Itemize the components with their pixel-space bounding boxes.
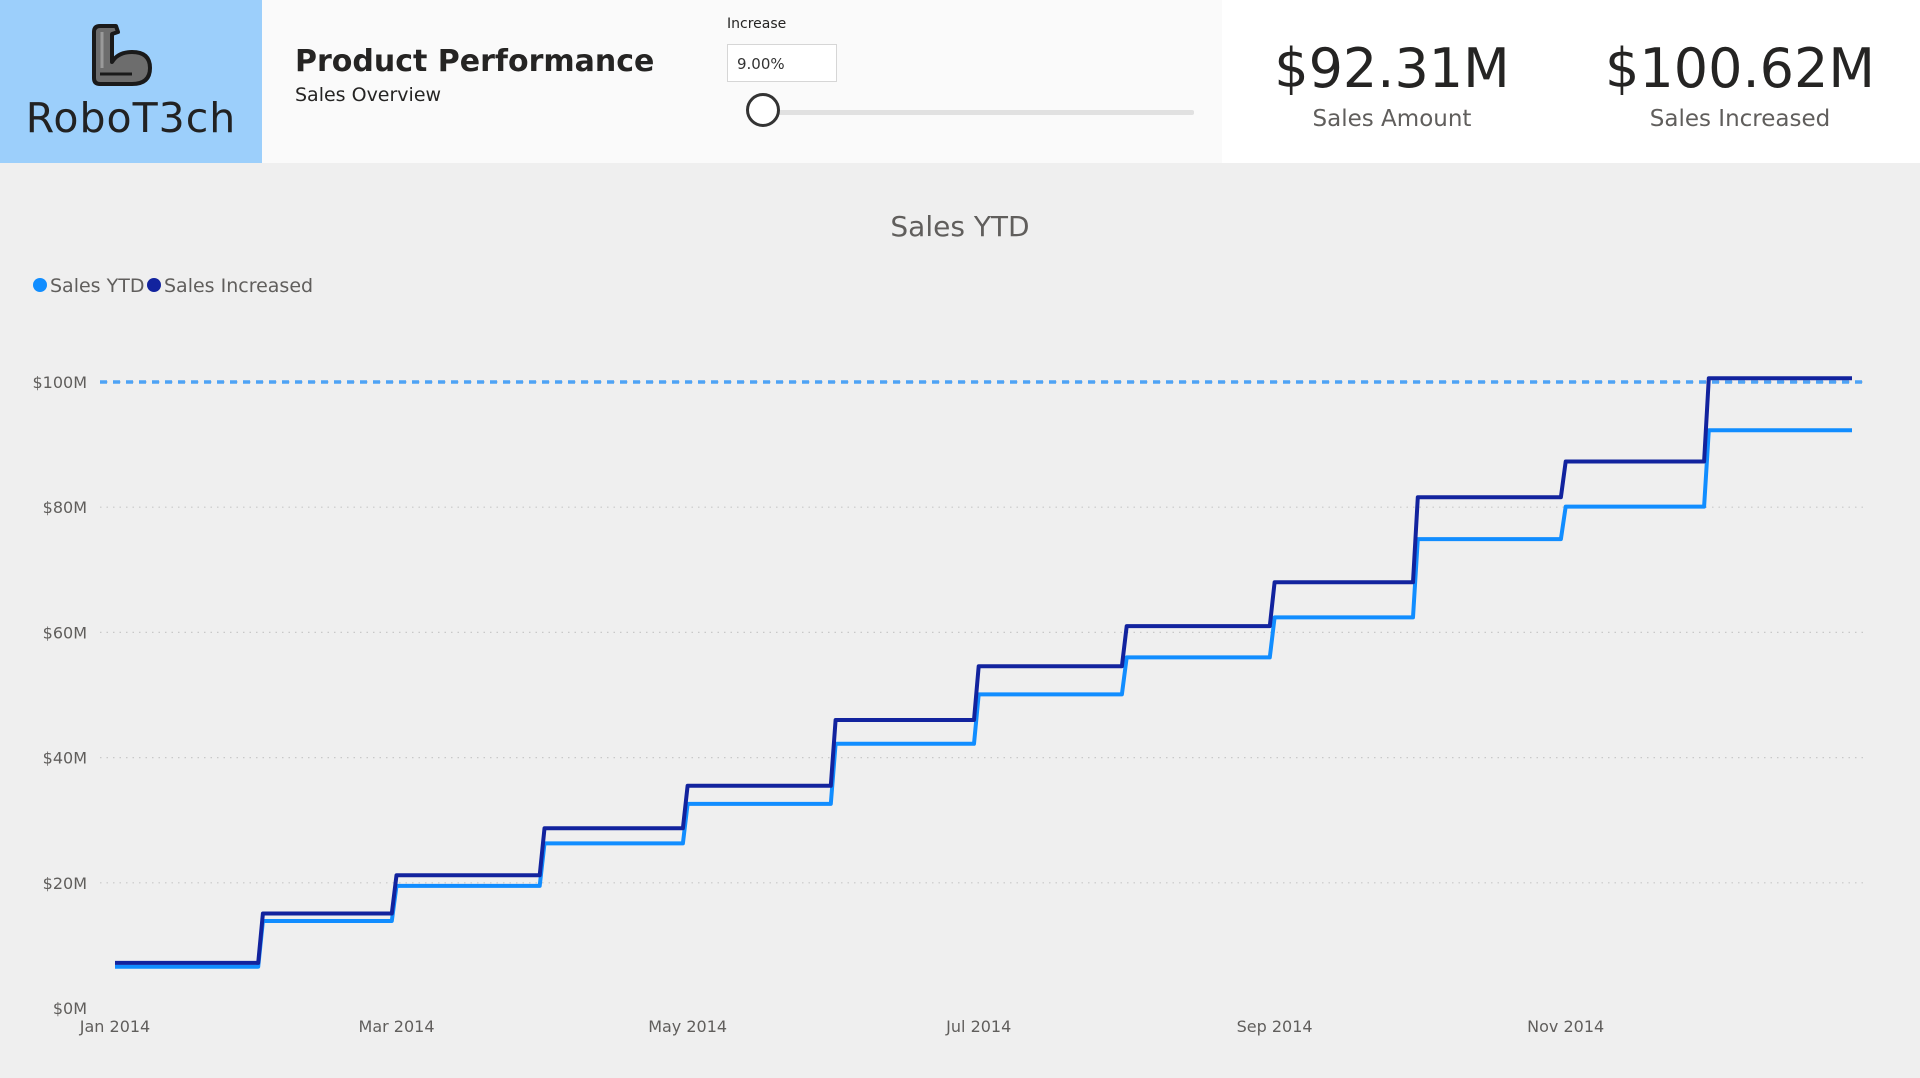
increase-slider-handle[interactable] [746,93,780,127]
y-tick-label: $20M [43,874,87,893]
y-tick-label: $80M [43,498,87,517]
increase-slider-track[interactable] [750,110,1194,115]
kpi-card-sales-increased: $100.62M Sales Increased [1570,34,1910,132]
series-line-sales-increased [115,376,1852,965]
kpi-panel: $92.31M Sales Amount $100.62M Sales Incr… [1222,0,1920,163]
legend-label-sales-increased[interactable]: Sales Increased [164,275,313,297]
y-tick-label: $60M [43,623,87,642]
y-tick-label: $100M [32,373,87,392]
increase-value-input[interactable]: 9.00% [727,44,837,82]
flexed-arm-robot-icon [92,24,152,86]
chart-canvas: Sales YTD Sales YTD Sales Increased $0M$… [32,210,1865,1036]
report-header: RoboT3ch Product Performance Sales Overv… [0,0,1920,163]
x-tick-label: Sep 2014 [1237,1017,1313,1036]
x-tick-label: Mar 2014 [359,1017,435,1036]
x-tick-label: Jan 2014 [79,1017,150,1036]
legend-marker-sales-ytd [33,278,47,292]
chart-title: Sales YTD [890,210,1029,243]
kpi-value: $100.62M [1605,37,1875,100]
series-line-sales-ytd [115,428,1852,969]
title-panel: Product Performance Sales Overview Incre… [262,0,1222,163]
kpi-label: Sales Increased [1649,106,1831,132]
sales-ytd-chart: Sales YTD Sales YTD Sales Increased $0M $… [0,163,1920,1074]
chart-legend[interactable]: Sales YTD Sales Increased [33,275,313,297]
legend-label-sales-ytd[interactable]: Sales YTD [50,275,144,297]
page-subtitle: Sales Overview [295,84,442,106]
kpi-card-sales-amount: $92.31M Sales Amount [1222,34,1562,132]
x-tick-label: May 2014 [648,1017,727,1036]
kpi-value: $92.31M [1274,37,1510,100]
y-tick-label: $0M [53,999,87,1018]
logo-text: RoboT3ch [25,94,237,142]
page-title: Product Performance [295,44,655,79]
kpi-label: Sales Amount [1312,106,1472,132]
increase-slicer-label: Increase [727,16,787,32]
y-tick-label: $40M [43,749,87,768]
plot-area[interactable]: $0M $20M $40M $60M $80M $100M Jan 2014 Mar 2014… [32,373,1865,1036]
legend-marker-sales-increased [147,278,161,292]
x-tick-label: Jul 2014 [945,1017,1011,1036]
logo-panel: RoboT3ch [0,0,262,163]
x-tick-label: Nov 2014 [1527,1017,1604,1036]
